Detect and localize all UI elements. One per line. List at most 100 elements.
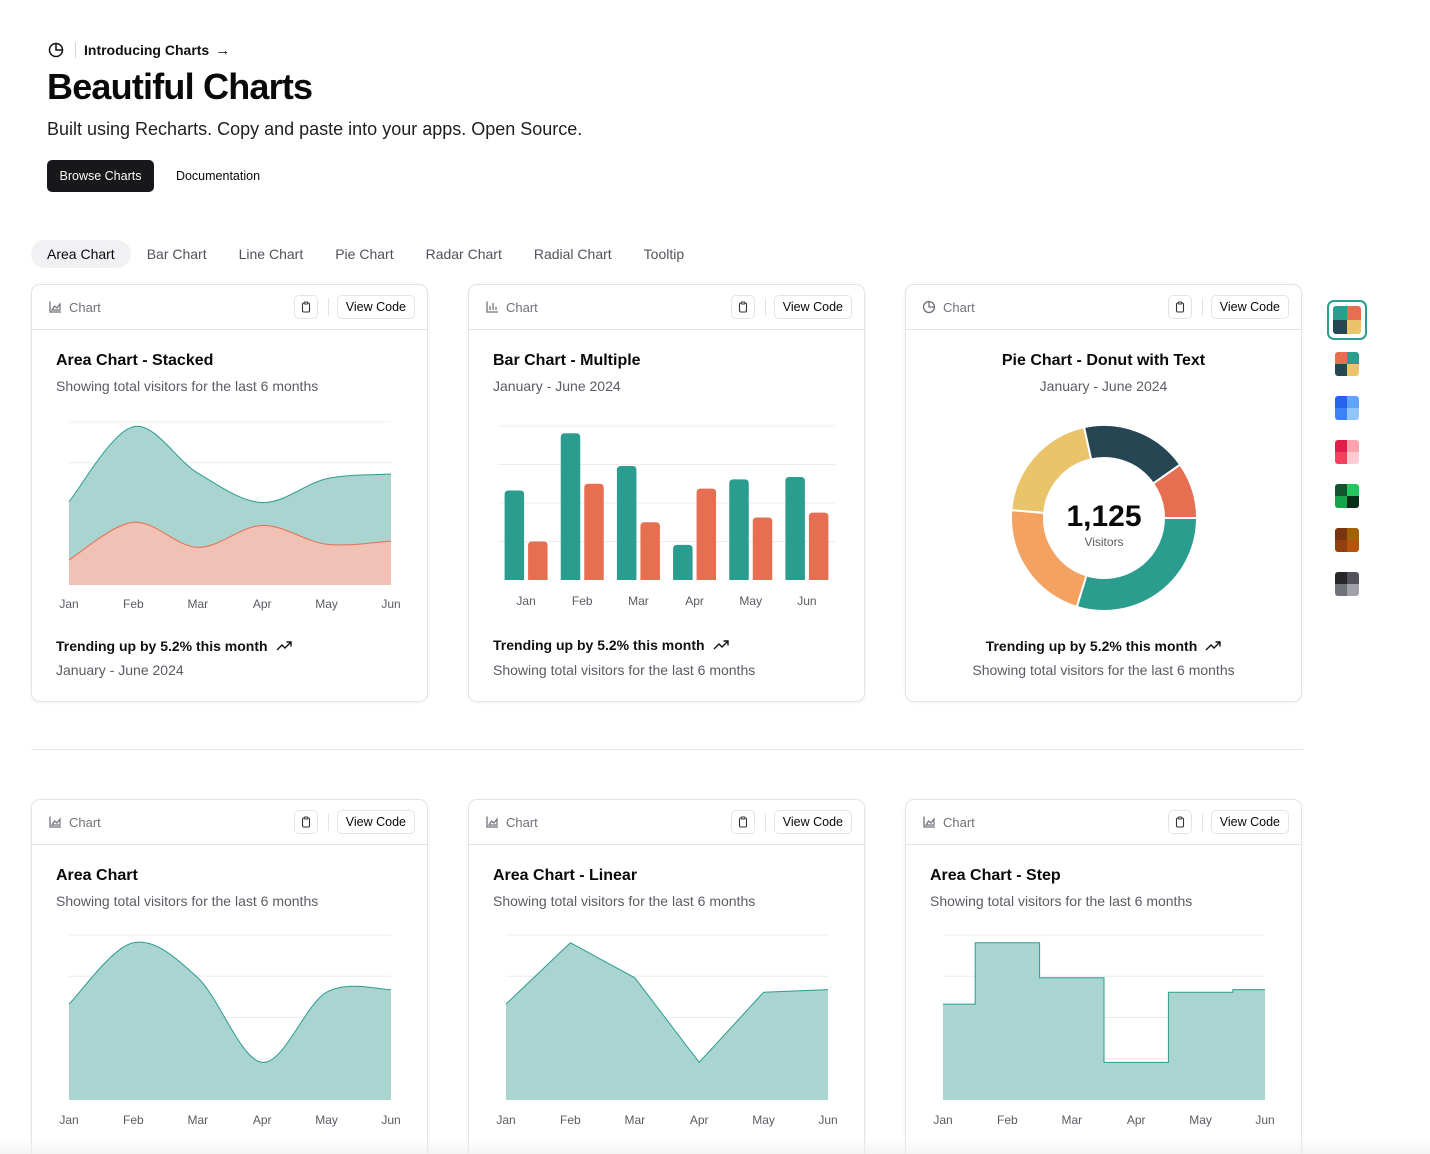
tab-bar-chart[interactable]: Bar Chart <box>146 246 207 262</box>
tab-pie-chart[interactable]: Pie Chart <box>335 246 394 262</box>
card-header: Chart View Code <box>32 800 427 845</box>
theme-swatch[interactable] <box>1335 352 1359 376</box>
card-header: Chart View Code <box>906 285 1301 330</box>
bar <box>673 544 693 580</box>
documentation-button[interactable]: Documentation <box>163 160 273 192</box>
x-axis-tick-label: Mar <box>628 594 649 608</box>
theme-swatch-active[interactable] <box>1327 300 1367 340</box>
swatch-color <box>1335 452 1347 464</box>
copy-button[interactable] <box>730 810 755 834</box>
swatch-color <box>1347 484 1359 496</box>
chart-area-linear: Jan Feb Mar Apr May Jun <box>496 934 838 1127</box>
copy-button[interactable] <box>1167 295 1192 319</box>
copy-button[interactable] <box>1167 810 1192 834</box>
section-divider <box>31 749 1303 750</box>
x-axis-tick-label: Feb <box>560 1113 581 1127</box>
announcement-link[interactable]: Introducing Charts → <box>47 40 230 60</box>
swatch-color <box>1347 408 1359 420</box>
swatch-color <box>1347 320 1361 334</box>
card-header-label: Chart <box>943 299 975 315</box>
clipboard-icon <box>1175 816 1184 828</box>
tab-tooltip[interactable]: Tooltip <box>643 246 685 262</box>
clipboard-icon <box>301 816 310 828</box>
swatch-color <box>1347 306 1361 320</box>
x-axis-tick-label: Mar <box>624 1113 645 1127</box>
trend-label: Trending up by 5.2% this month <box>56 638 268 654</box>
bar <box>528 541 548 580</box>
bar <box>696 488 717 580</box>
tab-radar-chart[interactable]: Radar Chart <box>425 246 502 262</box>
card-header: Chart View Code <box>469 800 864 845</box>
browse-charts-button[interactable]: Browse Charts <box>47 160 154 192</box>
view-code-button[interactable]: View Code <box>1210 810 1289 834</box>
chart-card-area-stacked: Jan Feb Mar Apr May Jun Chart View Code Area … <box>31 284 428 702</box>
x-axis-tick-label: Feb <box>123 597 144 611</box>
x-axis-tick-label: May <box>1189 1113 1212 1127</box>
chart-bar-multiple: Jan Feb Mar Apr May Jun <box>498 425 835 608</box>
copy-button[interactable] <box>293 295 318 319</box>
x-axis-tick-label: Feb <box>572 594 593 608</box>
swatch-color <box>1347 540 1359 552</box>
view-code-button[interactable]: View Code <box>1210 295 1289 319</box>
chart-area: Jan Feb Mar Apr May Jun <box>59 934 401 1127</box>
clipboard-icon <box>301 301 310 313</box>
swatch-inner <box>1333 306 1361 334</box>
card-title: Area Chart - Step <box>930 867 1061 884</box>
bar <box>504 490 525 580</box>
announcement-text: Introducing Charts <box>84 42 210 58</box>
theme-swatch[interactable] <box>1335 572 1359 596</box>
x-axis-tick-label: Apr <box>253 597 272 611</box>
view-code-button[interactable]: View Code <box>773 810 852 834</box>
clipboard-icon <box>1175 301 1184 313</box>
swatch-color <box>1347 364 1359 376</box>
swatch-color <box>1335 484 1347 496</box>
donut-center-value: 1,125 <box>1066 500 1141 533</box>
chart-card-area-step: Jan Feb Mar Apr May Jun Chart View Code Area … <box>905 799 1302 1154</box>
theme-swatch[interactable] <box>1335 528 1359 552</box>
x-axis-tick-label: Jun <box>1255 1113 1274 1127</box>
trend-label: Trending up by 5.2% this month <box>985 638 1198 654</box>
tab-radial-chart[interactable]: Radial Chart <box>533 246 612 262</box>
theme-swatch[interactable] <box>1335 396 1359 420</box>
theme-swatch[interactable] <box>1335 440 1359 464</box>
swatch-color <box>1335 540 1347 552</box>
view-code-button[interactable]: View Code <box>336 810 415 834</box>
bar <box>640 522 660 580</box>
swatch-color <box>1333 320 1347 334</box>
area-chart-icon <box>923 816 935 828</box>
x-axis-tick-label: Jan <box>59 1113 78 1127</box>
page-subtitle: Built using Recharts. Copy and paste int… <box>47 119 583 139</box>
trend-text: Trending up by 5.2% this month <box>493 637 729 653</box>
x-axis-tick-label: May <box>739 594 762 608</box>
card-description: Showing total visitors for the last 6 mo… <box>930 893 1193 909</box>
view-code-button[interactable]: View Code <box>336 295 415 319</box>
swatch-color <box>1335 584 1347 596</box>
area-series-desktop <box>506 942 828 1100</box>
donut-center-label: Visitors <box>1084 535 1123 549</box>
x-axis-tick-label: Mar <box>1061 1113 1082 1127</box>
copy-button[interactable] <box>730 295 755 319</box>
area-chart-icon <box>49 301 61 313</box>
bar <box>729 479 749 580</box>
card-description: Showing total visitors for the last 6 mo… <box>56 893 319 909</box>
x-axis-tick-label: Jan <box>496 1113 515 1127</box>
bar <box>752 517 773 580</box>
trending-up-icon <box>276 641 292 651</box>
area-chart-icon <box>486 816 498 828</box>
tab-area-chart[interactable]: Area Chart <box>31 240 131 268</box>
swatch-color <box>1335 352 1347 364</box>
tab-line-chart[interactable]: Line Chart <box>238 246 304 262</box>
x-axis-tick-label: May <box>315 597 338 611</box>
card-description: January - June 2024 <box>493 378 621 394</box>
x-axis-tick-label: Jun <box>381 597 400 611</box>
card-header-label: Chart <box>943 814 975 830</box>
chart-card-area: Jan Feb Mar Apr May Jun Chart View Code Area … <box>31 799 428 1154</box>
theme-swatch[interactable] <box>1335 484 1359 508</box>
x-axis-tick-label: Jan <box>516 594 535 608</box>
chart-card-bar-multiple: Jan Feb Mar Apr May Jun Chart View Code Bar C… <box>468 284 865 702</box>
x-axis-tick-label: Apr <box>685 594 704 608</box>
x-axis-tick-label: Apr <box>253 1113 272 1127</box>
card-header: Chart View Code <box>469 285 864 330</box>
view-code-button[interactable]: View Code <box>773 295 852 319</box>
copy-button[interactable] <box>293 810 318 834</box>
